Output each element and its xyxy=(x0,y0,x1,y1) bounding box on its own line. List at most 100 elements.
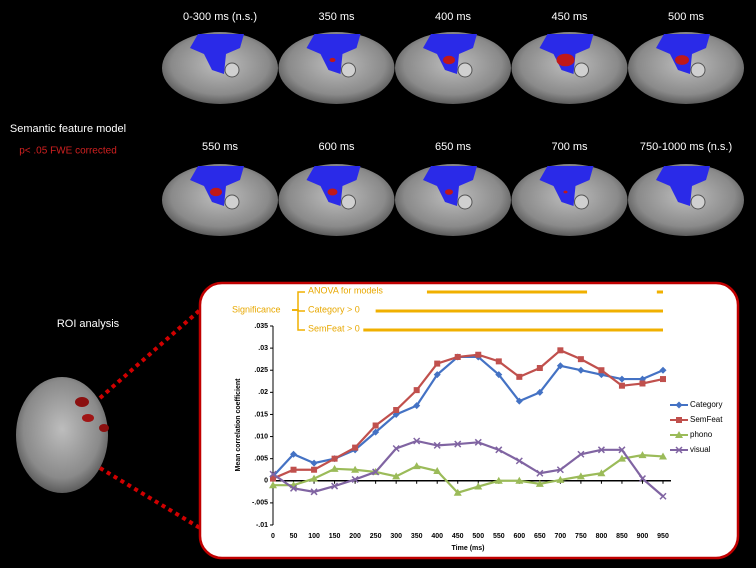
marker xyxy=(412,462,421,470)
effect xyxy=(445,189,453,195)
marker xyxy=(675,446,683,454)
marker xyxy=(433,441,441,449)
connector xyxy=(98,466,202,530)
marker xyxy=(269,481,277,489)
marker xyxy=(310,488,318,496)
marker xyxy=(660,376,666,383)
marker xyxy=(659,366,667,374)
marker xyxy=(495,446,503,454)
activation xyxy=(656,166,710,206)
panel-label: 0-300 ms (n.s.) xyxy=(183,11,257,23)
marker xyxy=(515,476,524,484)
marker xyxy=(289,484,298,492)
brain xyxy=(16,377,108,493)
legend-label: Category xyxy=(690,400,722,409)
x-axis-label: Time (ms) xyxy=(452,545,485,552)
effect xyxy=(329,57,336,63)
marker xyxy=(290,450,298,458)
activation xyxy=(656,34,710,74)
marker xyxy=(557,347,564,354)
marker xyxy=(535,479,544,487)
x-tick-label: 350 xyxy=(411,533,423,540)
marker xyxy=(392,444,400,453)
marker xyxy=(310,459,318,467)
x-tick-label: 700 xyxy=(555,533,567,540)
marker xyxy=(618,375,626,383)
effect xyxy=(563,190,568,194)
activation xyxy=(539,166,594,206)
marker xyxy=(556,466,564,474)
legend-label: visual xyxy=(690,445,711,454)
marker xyxy=(536,365,543,372)
x-tick-label: 600 xyxy=(513,533,525,540)
activation xyxy=(306,166,361,206)
marker xyxy=(413,402,421,410)
marker xyxy=(453,488,462,496)
marker xyxy=(475,351,482,358)
marker xyxy=(454,440,462,448)
marker xyxy=(330,464,339,472)
marker xyxy=(675,431,683,438)
threshold-label: p< .05 FWE corrected xyxy=(19,146,117,157)
y-axis-label: Mean correlation coefficient xyxy=(235,378,242,472)
x-tick-label: 850 xyxy=(616,533,628,540)
marker xyxy=(618,382,625,389)
series-line xyxy=(272,349,664,480)
brain-stem xyxy=(457,194,473,210)
marker xyxy=(577,450,585,458)
chart: Mean correlation coefficient Time (ms) S… xyxy=(232,285,723,551)
marker xyxy=(310,474,319,482)
series-line xyxy=(273,454,664,494)
y-tick-label: .025 xyxy=(254,367,268,374)
marker xyxy=(392,472,401,480)
x-tick-label: 50 xyxy=(290,533,298,540)
marker xyxy=(311,466,318,473)
marker xyxy=(372,428,380,436)
marker xyxy=(638,475,647,483)
activation xyxy=(190,166,244,206)
panel-label: 550 ms xyxy=(202,141,239,153)
y-tick-label: .010 xyxy=(254,433,268,440)
marker xyxy=(351,475,359,483)
marker xyxy=(331,455,338,462)
y-tick-label: .015 xyxy=(254,411,268,418)
marker xyxy=(351,465,360,473)
marker xyxy=(495,371,503,379)
roi-brain xyxy=(16,377,109,493)
series-line xyxy=(272,439,664,498)
marker xyxy=(495,358,502,365)
marker xyxy=(597,446,605,454)
y-tick-label: -.01 xyxy=(256,522,268,529)
significance-name: Category > 0 xyxy=(308,304,360,314)
roi-blob xyxy=(75,397,89,407)
marker xyxy=(515,457,523,465)
brain-stem xyxy=(690,194,706,210)
y-tick-label: 0 xyxy=(264,478,268,485)
marker xyxy=(639,380,646,387)
activation xyxy=(306,34,361,74)
marker xyxy=(413,437,421,445)
x-tick-label: 650 xyxy=(534,533,546,540)
marker xyxy=(676,417,682,423)
x-tick-label: 150 xyxy=(329,533,341,540)
y-tick-label: .02 xyxy=(258,389,268,396)
marker xyxy=(434,360,441,367)
marker xyxy=(269,470,277,478)
marker xyxy=(659,452,667,460)
panel-label: 600 ms xyxy=(318,141,355,153)
panel-label: 500 ms xyxy=(668,11,705,23)
y-tick-label: .005 xyxy=(254,456,268,463)
brain-stem xyxy=(690,62,706,78)
marker xyxy=(638,451,647,459)
marker xyxy=(577,366,585,374)
marker xyxy=(352,444,359,451)
brain-stem xyxy=(457,62,473,78)
marker xyxy=(494,476,503,484)
significance-name: SemFeat > 0 xyxy=(308,323,360,333)
marker xyxy=(598,367,605,374)
panel-label: 450 ms xyxy=(551,11,588,23)
marker xyxy=(413,387,420,394)
x-tick-label: 0 xyxy=(271,533,275,540)
connector xyxy=(98,308,202,400)
marker xyxy=(372,422,379,429)
